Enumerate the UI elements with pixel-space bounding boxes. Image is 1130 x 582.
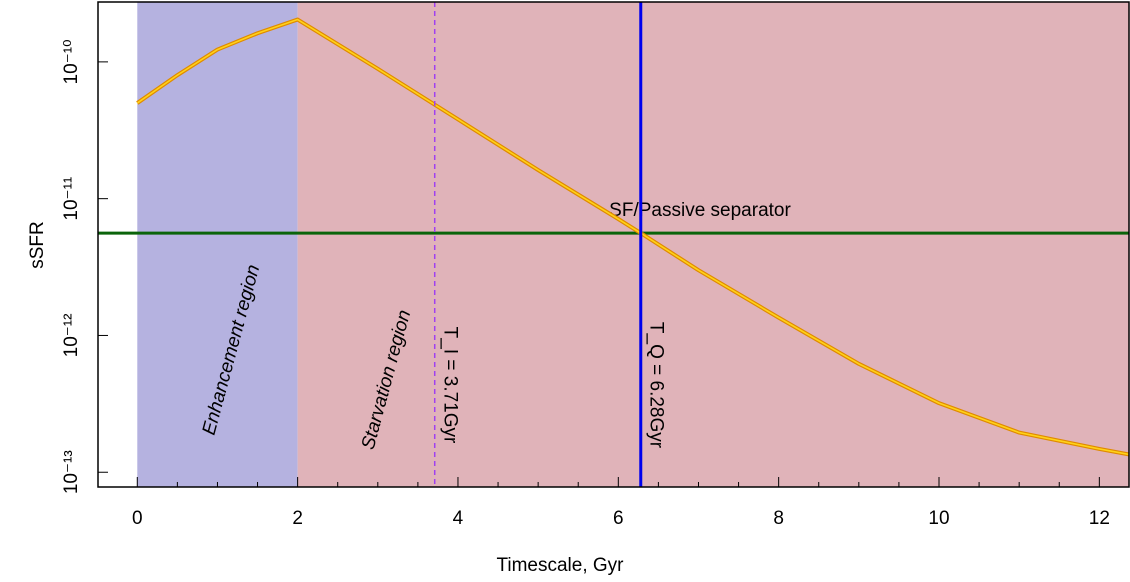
y-tick-label: 10⁻¹⁰ [61,39,82,84]
v-line-label: T_Q = 6.28Gyr [646,322,667,449]
x-tick-label: 8 [773,508,784,529]
plot-frame [97,1,1130,488]
x-tick-label: 0 [132,508,143,529]
x-tick-label: 2 [292,508,303,529]
line [136,18,1130,456]
x-axis-label: Timescale, Gyr [496,555,624,576]
y-axis-label: sSFR [27,221,48,269]
v-line-label: T_I = 3.71Gyr [440,327,461,444]
h-line-label: SF/Passive separator [609,200,791,221]
x-tick-label: 4 [453,508,464,529]
y-tick-label: 10⁻¹³ [61,450,82,494]
y-tick-label: 10⁻¹¹ [61,177,82,221]
region [297,2,1129,487]
x-tick-label: 10 [928,508,949,529]
x-tick-label: 12 [1089,508,1110,529]
y-tick-label: 10⁻¹² [61,314,82,358]
x-tick-label: 6 [613,508,624,529]
